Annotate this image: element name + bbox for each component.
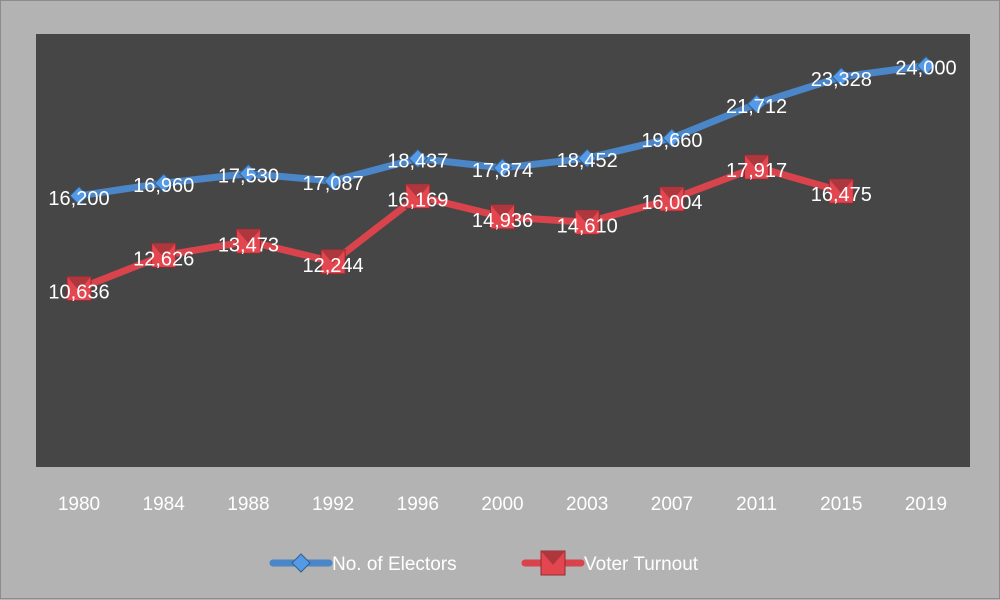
data-point-turnout-1988 [235, 228, 261, 254]
x-tick-label-2003: 2003 [566, 494, 608, 515]
data-point-turnout-2000 [490, 204, 515, 230]
data-point-electors-1984 [153, 173, 174, 193]
data-point-electors-2015 [831, 67, 852, 87]
data-label-turnout-1980: 10,636 [48, 282, 109, 304]
legend: No. of Electors Voter Turnout [269, 550, 699, 576]
data-point-electors-1992 [323, 171, 343, 191]
data-point-turnout-1996 [405, 183, 431, 209]
data-label-turnout-2003: 14,610 [557, 215, 618, 237]
data-label-turnout-1992: 12,244 [303, 255, 364, 277]
data-label-electors-2019: 24,000 [895, 58, 956, 80]
x-tick-label-1984: 1984 [143, 494, 186, 515]
x-tick-label-2011: 2011 [736, 494, 777, 515]
data-label-turnout-1988: 13,473 [218, 234, 279, 256]
data-point-turnout-1992 [320, 249, 346, 275]
data-point-electors-2019 [916, 55, 936, 76]
data-point-turnout-2003 [574, 209, 600, 235]
legend-item-electors: No. of Electors [269, 553, 457, 575]
data-point-electors-1988 [238, 163, 259, 184]
x-tick-label-2019: 2019 [905, 494, 947, 515]
x-tick-label-1980: 1980 [58, 494, 100, 515]
data-label-turnout-1996: 16,169 [387, 189, 448, 211]
legend-marker-turnout [540, 550, 566, 576]
data-label-electors-1996: 18,437 [387, 150, 448, 172]
data-point-electors-2007 [662, 128, 682, 148]
data-label-turnout-1984: 12,626 [133, 248, 194, 270]
data-label-turnout-2015: 16,475 [811, 184, 872, 206]
x-tick-label-2007: 2007 [651, 494, 693, 515]
data-label-turnout-2007: 16,004 [641, 192, 702, 214]
x-tick-label-1988: 1988 [227, 494, 269, 515]
data-point-turnout-2011 [744, 154, 770, 180]
data-label-turnout-2011: 17,917 [726, 160, 787, 182]
data-point-turnout-1984 [151, 242, 177, 268]
x-tick-label-1992: 1992 [312, 494, 354, 515]
legend-label-turnout: Voter Turnout [584, 554, 699, 575]
data-point-turnout-2015 [828, 178, 854, 204]
data-label-electors-2003: 18,452 [557, 150, 618, 172]
series-line-turnout [75, 163, 845, 293]
data-label-electors-1988: 17,530 [218, 166, 279, 188]
data-label-electors-1980: 16,200 [48, 188, 109, 210]
legend-label-electors: No. of Electors [332, 554, 457, 575]
data-label-electors-2007: 19,660 [641, 130, 702, 152]
legend-marker-electors [291, 553, 311, 573]
x-tick-label-2000: 2000 [481, 494, 523, 515]
data-label-electors-1992: 17,087 [303, 173, 364, 195]
data-point-electors-2000 [492, 158, 513, 178]
data-label-electors-1984: 16,960 [133, 175, 194, 197]
data-label-turnout-2000: 14,936 [472, 210, 533, 232]
x-axis: 1980 1984 1988 1992 1996 2000 2003 2007 2011 2015… [58, 494, 947, 515]
data-label-electors-2011: 21,712 [726, 96, 787, 118]
data-labels-layer: 16,200 16,960 17,530 17,087 18,437 17,874 18,4… [48, 58, 956, 304]
data-point-electors-2011 [746, 94, 767, 114]
legend-item-turnout: Voter Turnout [521, 550, 699, 576]
data-point-electors-1996 [408, 148, 428, 169]
data-point-turnout-1980 [66, 276, 92, 302]
data-point-electors-2003 [577, 148, 597, 168]
data-label-electors-2000: 17,874 [472, 160, 533, 182]
data-point-electors-1980 [69, 186, 89, 206]
data-point-turnout-2007 [659, 186, 685, 212]
x-tick-label-2015: 2015 [820, 494, 862, 515]
data-label-electors-2015: 23,328 [811, 69, 872, 91]
series-layer [66, 55, 936, 302]
x-tick-label-1996: 1996 [397, 494, 439, 515]
